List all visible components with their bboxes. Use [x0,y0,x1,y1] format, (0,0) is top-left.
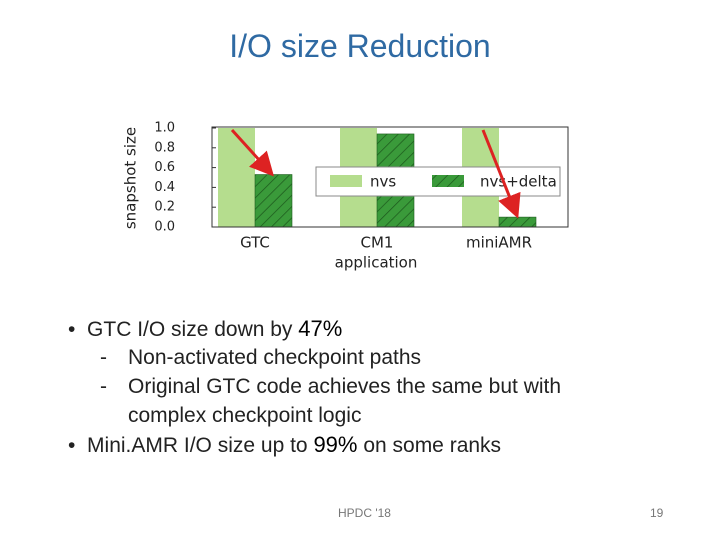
sub-bullet-text: Non-activated checkpoint paths [128,346,422,369]
y-tick-label: 1.0 [154,121,175,136]
bar [254,174,293,228]
bullet-text: on some ranks [357,434,502,457]
x-tick-label: GTC [240,234,270,252]
slide-title: I/O size Reduction [229,28,491,64]
y-tick-label: 0.8 [154,140,175,155]
page-number: 19 [650,506,664,520]
legend-swatch [432,175,464,187]
y-tick-label: 0.2 [154,200,175,215]
x-tick-label: CM1 [361,234,394,252]
bullet: • Mini.AMR I/O size up to 99% on some ra… [68,432,502,457]
footer: HPDC '18 [338,506,391,520]
legend-swatch [330,175,362,187]
highlight: 47% [298,316,343,341]
highlight: 99% [313,432,358,457]
bullet-text: GTC I/O size down by [87,318,299,341]
bullet: • GTC I/O size down by 47% [68,316,343,341]
bar [498,216,537,228]
legend-label: nvs [370,173,396,191]
y-tick-label: 0.0 [154,220,175,235]
x-axis-label: application [335,254,418,272]
y-tick-label: 0.6 [154,160,175,175]
plot-frame [211,126,569,228]
sub-bullet-text: Original GTC code achieves the same but … [128,375,562,427]
bar [218,128,255,227]
y-axis-label: snapshot size [122,127,140,229]
bullet-text: Mini.AMR I/O size up to [87,434,314,457]
sub-bullet: - [100,346,107,369]
sub-bullet: - [100,375,107,398]
arrow [230,128,275,177]
y-tick-label: 0.4 [154,180,175,195]
chart: 0.0 0.2 0.4 0.6 0.8 1.0 GTC CM1 miniAMR nvs nvs+de… [122,121,569,272]
x-tick-label: miniAMR [466,234,532,252]
legend-label: nvs+delta [480,173,557,191]
arrow [481,129,521,219]
